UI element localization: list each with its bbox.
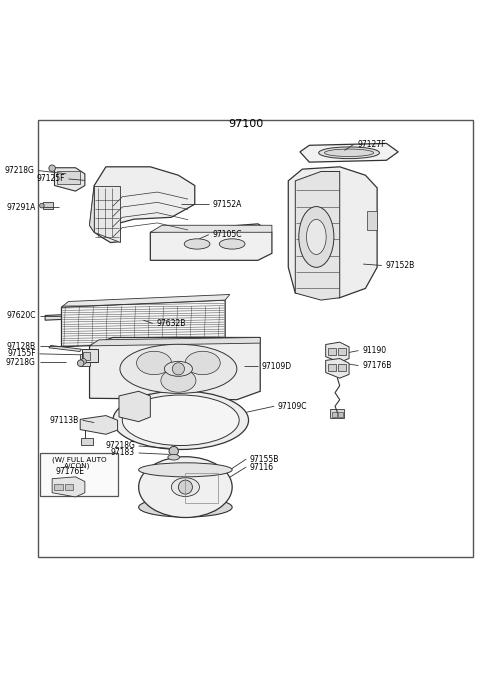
Text: 97152B: 97152B (385, 261, 415, 270)
Circle shape (77, 360, 84, 367)
Ellipse shape (161, 369, 196, 392)
Ellipse shape (120, 344, 237, 393)
Text: 97218G: 97218G (105, 442, 135, 451)
Text: 97183: 97183 (111, 449, 135, 457)
Polygon shape (61, 294, 230, 307)
Polygon shape (150, 224, 272, 260)
Polygon shape (61, 300, 225, 347)
Ellipse shape (139, 457, 232, 517)
Bar (43, 202, 53, 209)
Polygon shape (90, 167, 195, 243)
Ellipse shape (136, 351, 172, 375)
Text: 91190: 91190 (362, 346, 386, 355)
Circle shape (49, 165, 55, 172)
Bar (80, 354, 91, 366)
Polygon shape (295, 172, 340, 300)
Polygon shape (90, 338, 260, 400)
Bar (82, 349, 98, 362)
Polygon shape (90, 338, 260, 346)
Ellipse shape (319, 147, 380, 158)
Text: 97155B: 97155B (250, 455, 279, 464)
Text: 97176E: 97176E (56, 466, 85, 475)
Text: 97109D: 97109D (262, 362, 292, 371)
Ellipse shape (324, 149, 373, 156)
Polygon shape (54, 167, 85, 191)
Bar (330, 409, 344, 418)
Text: 97155F: 97155F (7, 349, 36, 358)
Text: A/CON): A/CON) (64, 462, 90, 469)
Ellipse shape (219, 239, 245, 249)
Text: 97218G: 97218G (6, 358, 36, 367)
Text: 97113B: 97113B (49, 415, 79, 424)
Text: 97620C: 97620C (6, 311, 36, 320)
Polygon shape (119, 391, 150, 422)
Bar (81, 438, 93, 445)
Bar (338, 348, 346, 355)
Polygon shape (288, 167, 377, 298)
Bar (54, 484, 63, 491)
Ellipse shape (168, 454, 180, 460)
Polygon shape (326, 342, 349, 362)
Circle shape (81, 358, 86, 364)
Polygon shape (94, 185, 120, 242)
Circle shape (172, 362, 184, 375)
Bar (84, 351, 91, 360)
Bar (367, 212, 377, 230)
Text: 97218G: 97218G (4, 166, 35, 175)
Circle shape (39, 203, 44, 208)
Ellipse shape (113, 391, 249, 449)
Bar (338, 412, 343, 417)
Bar (338, 364, 346, 371)
Circle shape (169, 446, 179, 456)
Polygon shape (90, 185, 94, 232)
Text: 97632B: 97632B (156, 319, 186, 328)
Text: 97116: 97116 (250, 462, 274, 471)
Text: 97125F: 97125F (36, 174, 65, 183)
Ellipse shape (171, 477, 199, 497)
Bar (328, 348, 336, 355)
Bar (328, 364, 336, 371)
Polygon shape (300, 143, 398, 162)
Bar (65, 484, 73, 491)
Text: 97176B: 97176B (362, 361, 392, 370)
Polygon shape (150, 225, 272, 232)
Ellipse shape (184, 239, 210, 249)
Bar (57, 171, 80, 184)
Ellipse shape (299, 207, 334, 267)
Circle shape (179, 480, 192, 494)
Ellipse shape (122, 395, 239, 446)
Polygon shape (80, 415, 118, 434)
Ellipse shape (164, 361, 192, 376)
Text: 97152A: 97152A (213, 200, 242, 209)
Ellipse shape (185, 351, 220, 375)
Text: 97128B: 97128B (7, 342, 36, 351)
Text: 97109C: 97109C (278, 402, 308, 411)
Ellipse shape (139, 497, 232, 517)
Text: 97291A: 97291A (6, 203, 36, 212)
Bar (332, 412, 337, 417)
Ellipse shape (307, 219, 326, 254)
Polygon shape (45, 311, 145, 320)
Bar (40, 453, 118, 497)
Ellipse shape (139, 463, 232, 477)
Text: 97127F: 97127F (358, 140, 386, 149)
Text: 97105C: 97105C (213, 230, 242, 239)
Polygon shape (49, 345, 82, 351)
Text: 97100: 97100 (228, 119, 264, 129)
Polygon shape (52, 477, 85, 497)
Polygon shape (326, 358, 349, 378)
Text: (W/ FULL AUTO: (W/ FULL AUTO (52, 457, 107, 463)
